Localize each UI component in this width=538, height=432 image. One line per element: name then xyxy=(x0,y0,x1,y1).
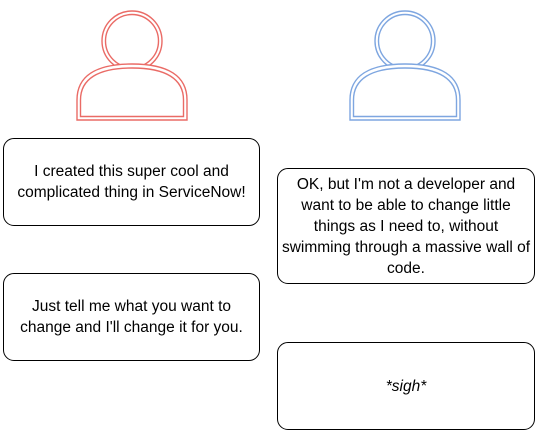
developer-speech-bubble-2: Just tell me what you want to change and… xyxy=(3,273,260,361)
developer-speech-text-1: I created this super cool and complicate… xyxy=(17,163,246,201)
user-speech-bubble-2: *sigh* xyxy=(277,342,535,430)
user-person-svg xyxy=(349,10,461,121)
user-person-icon xyxy=(347,8,465,122)
user-speech-text-1: OK, but I'm not a developer and want to … xyxy=(281,175,531,277)
developer-speech-text-2: Just tell me what you want to change and… xyxy=(20,298,243,336)
user-speech-text-2: *sigh* xyxy=(385,377,427,395)
developer-person-icon xyxy=(74,8,192,122)
user-speech-bubble-1: OK, but I'm not a developer and want to … xyxy=(277,168,535,284)
developer-person-svg xyxy=(76,10,188,121)
developer-speech-bubble-1: I created this super cool and complicate… xyxy=(3,138,260,226)
